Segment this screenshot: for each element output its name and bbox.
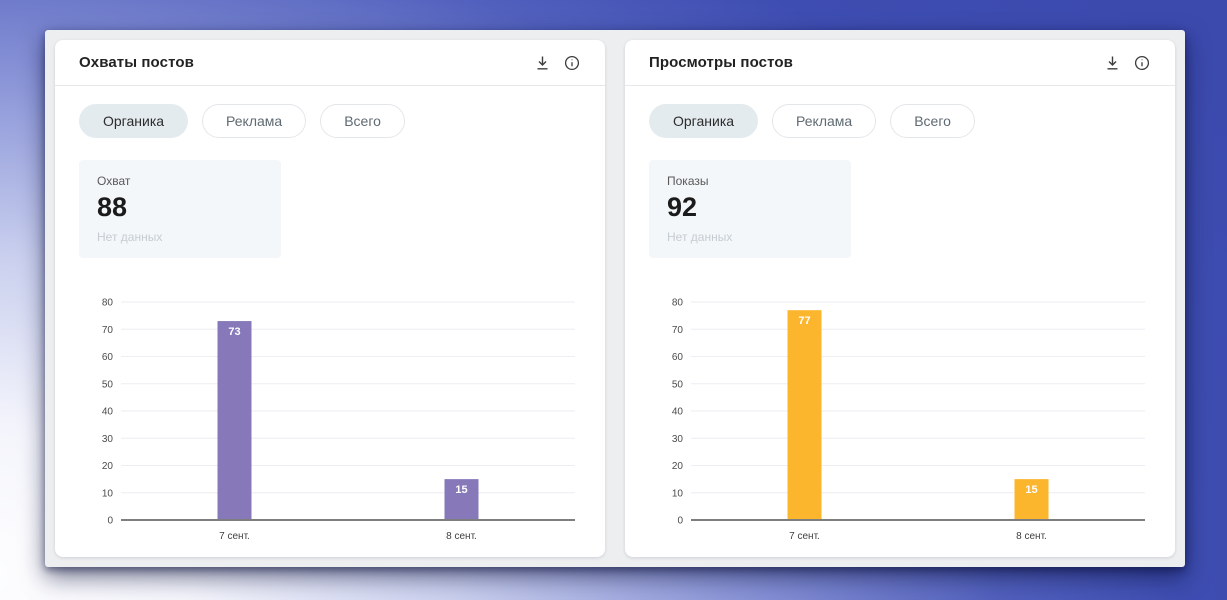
stat-label: Показы bbox=[667, 174, 709, 188]
svg-text:50: 50 bbox=[672, 379, 684, 390]
svg-text:0: 0 bbox=[677, 515, 683, 526]
card-title: Охваты постов bbox=[79, 54, 194, 71]
views-bar-chart[interactable]: 0 10 20 30 40 50 60 70 80 77 7 сент. 15 8 сент. bbox=[651, 292, 1153, 557]
bar-chart-svg: 0 10 20 30 40 50 60 70 80 77 7 сент. 15 8 сент. bbox=[672, 297, 1145, 542]
stat-note: Нет данных bbox=[97, 229, 163, 244]
bar-value-label: 15 bbox=[1025, 484, 1037, 496]
bar-value-label: 77 bbox=[798, 315, 810, 327]
svg-text:60: 60 bbox=[672, 352, 684, 363]
card-title: Просмотры постов bbox=[649, 54, 793, 71]
svg-text:20: 20 bbox=[672, 461, 684, 472]
views-stat-box: Показы 92 Нет данных bbox=[649, 160, 851, 258]
reach-bar-chart[interactable]: 0 10 20 30 40 50 60 70 80 73 7 сент. 15 8 сент. bbox=[81, 292, 583, 557]
svg-text:0: 0 bbox=[107, 515, 113, 526]
reach-card-header: Охваты постов bbox=[55, 40, 605, 86]
bar[interactable] bbox=[1014, 478, 1049, 520]
bar-value-label: 15 bbox=[455, 484, 467, 496]
reach-stat-box: Охват 88 Нет данных bbox=[79, 160, 281, 258]
stat-value: 88 bbox=[97, 192, 128, 222]
svg-text:40: 40 bbox=[672, 406, 684, 417]
svg-text:10: 10 bbox=[672, 488, 684, 499]
header-icons bbox=[1103, 54, 1151, 72]
download-icon[interactable] bbox=[1103, 54, 1121, 72]
tab-organic[interactable]: Органика bbox=[649, 104, 759, 138]
stats-page: Охваты постов Органика Реклама Всего bbox=[45, 30, 1185, 567]
stat-note: Нет данных bbox=[667, 229, 733, 244]
bar[interactable] bbox=[444, 478, 479, 520]
views-card-header: Просмотры постов bbox=[625, 40, 1175, 86]
tab-ads[interactable]: Реклама bbox=[202, 104, 307, 138]
tab-total[interactable]: Всего bbox=[890, 104, 975, 138]
x-axis-label: 7 сент. bbox=[219, 531, 250, 542]
download-icon[interactable] bbox=[533, 54, 551, 72]
svg-text:70: 70 bbox=[102, 324, 114, 335]
svg-text:20: 20 bbox=[102, 461, 114, 472]
info-icon[interactable] bbox=[1133, 54, 1151, 72]
tab-total[interactable]: Всего bbox=[320, 104, 405, 138]
svg-text:70: 70 bbox=[672, 324, 684, 335]
stat-label: Охват bbox=[97, 174, 131, 188]
reach-tabs: Органика Реклама Всего bbox=[79, 104, 581, 138]
bar[interactable] bbox=[787, 309, 822, 520]
bar[interactable] bbox=[217, 320, 252, 520]
x-axis-label: 8 сент. bbox=[446, 531, 477, 542]
views-tabs: Органика Реклама Всего bbox=[649, 104, 1151, 138]
x-axis-label: 8 сент. bbox=[1016, 531, 1047, 542]
svg-text:30: 30 bbox=[102, 433, 114, 444]
x-axis-label: 7 сент. bbox=[789, 531, 820, 542]
tab-organic[interactable]: Органика bbox=[79, 104, 189, 138]
svg-text:30: 30 bbox=[672, 433, 684, 444]
svg-text:80: 80 bbox=[672, 297, 684, 308]
header-icons bbox=[533, 54, 581, 72]
svg-text:50: 50 bbox=[102, 379, 114, 390]
tab-ads[interactable]: Реклама bbox=[772, 104, 877, 138]
svg-text:10: 10 bbox=[102, 488, 114, 499]
reach-card: Охваты постов Органика Реклама Всего bbox=[55, 40, 605, 557]
svg-text:40: 40 bbox=[102, 406, 114, 417]
bar-chart-svg: 0 10 20 30 40 50 60 70 80 73 7 сент. 15 8 сент. bbox=[102, 297, 575, 542]
svg-text:60: 60 bbox=[102, 352, 114, 363]
bar-value-label: 73 bbox=[228, 326, 240, 338]
stat-value: 92 bbox=[667, 192, 698, 222]
svg-text:80: 80 bbox=[102, 297, 114, 308]
info-icon[interactable] bbox=[563, 54, 581, 72]
views-card: Просмотры постов Органика Реклама Всего bbox=[625, 40, 1175, 557]
